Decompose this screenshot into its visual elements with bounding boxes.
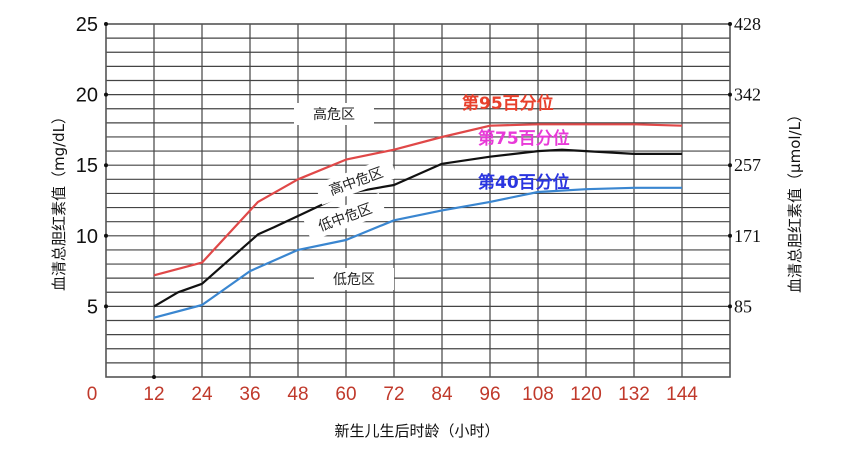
zone-label-background bbox=[303, 192, 387, 242]
zone-label-text: 高危区 bbox=[313, 106, 355, 123]
x-tick-label: 24 bbox=[191, 384, 213, 405]
y-tick-label-right: 171 bbox=[734, 226, 761, 246]
y-tick-label-left: 15 bbox=[76, 155, 98, 177]
x-tick-label: 96 bbox=[479, 384, 500, 405]
y-tick-mark-left bbox=[104, 22, 108, 26]
y-tick-label-left: 5 bbox=[87, 296, 98, 318]
x-tick-label: 120 bbox=[570, 384, 602, 405]
y-axis-title-right: 血清总胆红素值（μmol/L） bbox=[786, 107, 804, 293]
y-tick-mark-right bbox=[728, 92, 732, 97]
y-tick-label-left: 20 bbox=[76, 85, 98, 107]
y-tick-mark-right bbox=[728, 163, 732, 168]
x-tick-mark bbox=[152, 375, 156, 379]
percentile-label-1: 第75百分位 bbox=[478, 128, 570, 149]
percentile-line-1 bbox=[153, 148, 682, 308]
percentile-label-0: 第95百分位 bbox=[462, 93, 554, 114]
x-tick-label: 108 bbox=[522, 384, 554, 405]
y-tick-mark-right bbox=[728, 304, 732, 309]
zone-label-background bbox=[314, 268, 394, 290]
y-tick-label-left: 10 bbox=[76, 226, 98, 248]
risk-zone-label: 低中危区 bbox=[303, 192, 387, 242]
x-tick-label: 48 bbox=[287, 384, 308, 405]
y-tick-mark-right bbox=[728, 22, 732, 26]
zone-label-background bbox=[294, 103, 374, 125]
percentile-line-0 bbox=[153, 123, 683, 277]
y-tick-mark-left bbox=[104, 163, 108, 168]
zone-label-background bbox=[314, 156, 398, 206]
axis-ticks: 5 10 15 20 25 85 171 257 342 428 0 12 24 36 48 60 72 84 96… bbox=[76, 14, 761, 405]
risk-zone-label: 低危区 bbox=[314, 268, 394, 290]
x-tick-label: 84 bbox=[431, 384, 453, 405]
y-tick-label-left: 25 bbox=[76, 14, 98, 36]
y-tick-mark-left bbox=[104, 233, 108, 238]
x-tick-label: 132 bbox=[618, 384, 650, 405]
x-tick-label: 72 bbox=[383, 384, 404, 405]
y-tick-label-right: 342 bbox=[734, 85, 761, 105]
percentile-line-2 bbox=[153, 186, 682, 319]
y-tick-label-right: 428 bbox=[734, 14, 761, 34]
x-tick-label: 0 bbox=[87, 384, 98, 405]
y-tick-label-right: 85 bbox=[734, 296, 752, 316]
y-tick-mark-left bbox=[104, 92, 108, 97]
risk-zone-label: 高危区 bbox=[294, 103, 374, 125]
y-tick-mark-left bbox=[104, 304, 108, 309]
percentile-curves bbox=[153, 123, 683, 319]
x-tick-label: 144 bbox=[666, 384, 698, 405]
risk-zone-label: 高中危区 bbox=[314, 156, 398, 206]
x-tick-label: 12 bbox=[143, 384, 164, 405]
y-tick-mark-right bbox=[728, 233, 732, 238]
x-tick-label: 60 bbox=[335, 384, 356, 405]
plot-grid bbox=[105, 23, 731, 378]
plot-border bbox=[105, 23, 731, 378]
x-tick-label: 36 bbox=[239, 384, 260, 405]
y-axis-title-left: 血清总胆红素值（mg/dL） bbox=[50, 109, 68, 291]
y-tick-label-right: 257 bbox=[734, 155, 761, 175]
percentile-label-2: 第40百分位 bbox=[478, 172, 570, 193]
x-axis-title: 新生儿生后时龄（小时） bbox=[334, 422, 499, 440]
zone-label-text: 低危区 bbox=[333, 272, 375, 288]
